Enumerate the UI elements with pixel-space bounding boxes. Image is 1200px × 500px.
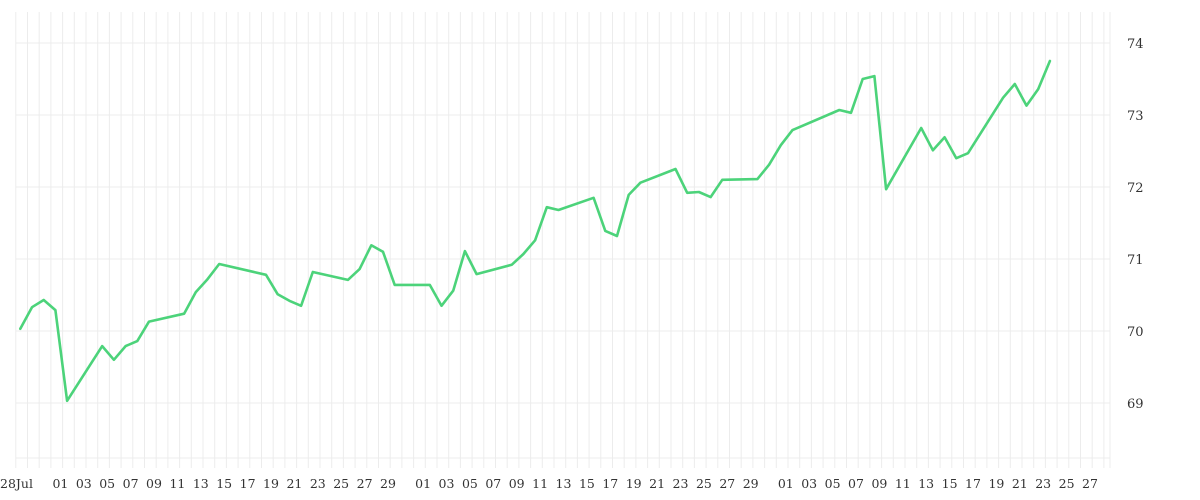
- x-tick-label: 17: [240, 476, 256, 491]
- x-tick-label: 03: [801, 476, 817, 491]
- series-line: [19, 59, 1052, 403]
- y-tick-label: 69: [1127, 397, 1144, 412]
- x-tick-label: 27: [1082, 476, 1098, 491]
- x-axis: 28Jul 01 03 05 07 09 11 13 15 17 19 21 23 25 27 29 01 03 0…: [0, 476, 1098, 491]
- x-tick-label: 03: [439, 476, 455, 491]
- x-tick-label: 15: [942, 476, 958, 491]
- x-tick-label: 05: [462, 476, 478, 491]
- x-tick-label: 23: [673, 476, 689, 491]
- x-tick-label: 09: [509, 476, 525, 491]
- x-tick-label: 15: [579, 476, 595, 491]
- x-tick-label: 28Jul: [0, 476, 33, 491]
- x-tick-label: 07: [848, 476, 864, 491]
- y-tick-label: 71: [1127, 253, 1144, 268]
- x-tick-label: 05: [825, 476, 841, 491]
- y-axis: 69 70 71 72 73 74: [1127, 37, 1144, 412]
- x-tick-label: 19: [263, 476, 279, 491]
- x-tick-label: 07: [485, 476, 501, 491]
- x-tick-label: 11: [532, 476, 548, 491]
- y-tick-label: 72: [1127, 181, 1144, 196]
- x-tick-label: 25: [1059, 476, 1075, 491]
- x-tick-label: 25: [696, 476, 712, 491]
- y-tick-label: 73: [1127, 109, 1144, 124]
- x-tick-label: 01: [778, 476, 794, 491]
- x-tick-label: 13: [918, 476, 934, 491]
- x-tick-label: 09: [871, 476, 887, 491]
- x-tick-label: 23: [310, 476, 326, 491]
- x-tick-label: 27: [357, 476, 373, 491]
- x-tick-label: 09: [146, 476, 162, 491]
- series-group: [19, 59, 1052, 403]
- x-tick-label: 11: [895, 476, 911, 491]
- x-tick-label: 01: [415, 476, 431, 491]
- x-tick-label: 21: [649, 476, 665, 491]
- x-tick-label: 21: [1012, 476, 1028, 491]
- x-tick-label: 13: [556, 476, 572, 491]
- x-tick-label: 05: [99, 476, 115, 491]
- y-tick-label: 74: [1127, 37, 1144, 52]
- x-tick-label: 07: [123, 476, 139, 491]
- x-tick-label: 29: [380, 476, 396, 491]
- x-tick-label: 03: [76, 476, 92, 491]
- x-tick-label: 15: [216, 476, 232, 491]
- x-tick-label: 19: [626, 476, 642, 491]
- x-tick-label: 13: [193, 476, 209, 491]
- x-tick-label: 21: [286, 476, 302, 491]
- y-tick-label: 70: [1127, 325, 1144, 340]
- x-tick-label: 19: [988, 476, 1004, 491]
- x-tick-label: 11: [169, 476, 185, 491]
- x-tick-label: 25: [333, 476, 349, 491]
- x-tick-label: 23: [1035, 476, 1051, 491]
- x-tick-label: 27: [719, 476, 735, 491]
- x-tick-label: 29: [743, 476, 759, 491]
- x-tick-label: 17: [965, 476, 981, 491]
- x-tick-label: 17: [602, 476, 618, 491]
- x-tick-label: 01: [52, 476, 68, 491]
- grid: [15, 12, 1111, 468]
